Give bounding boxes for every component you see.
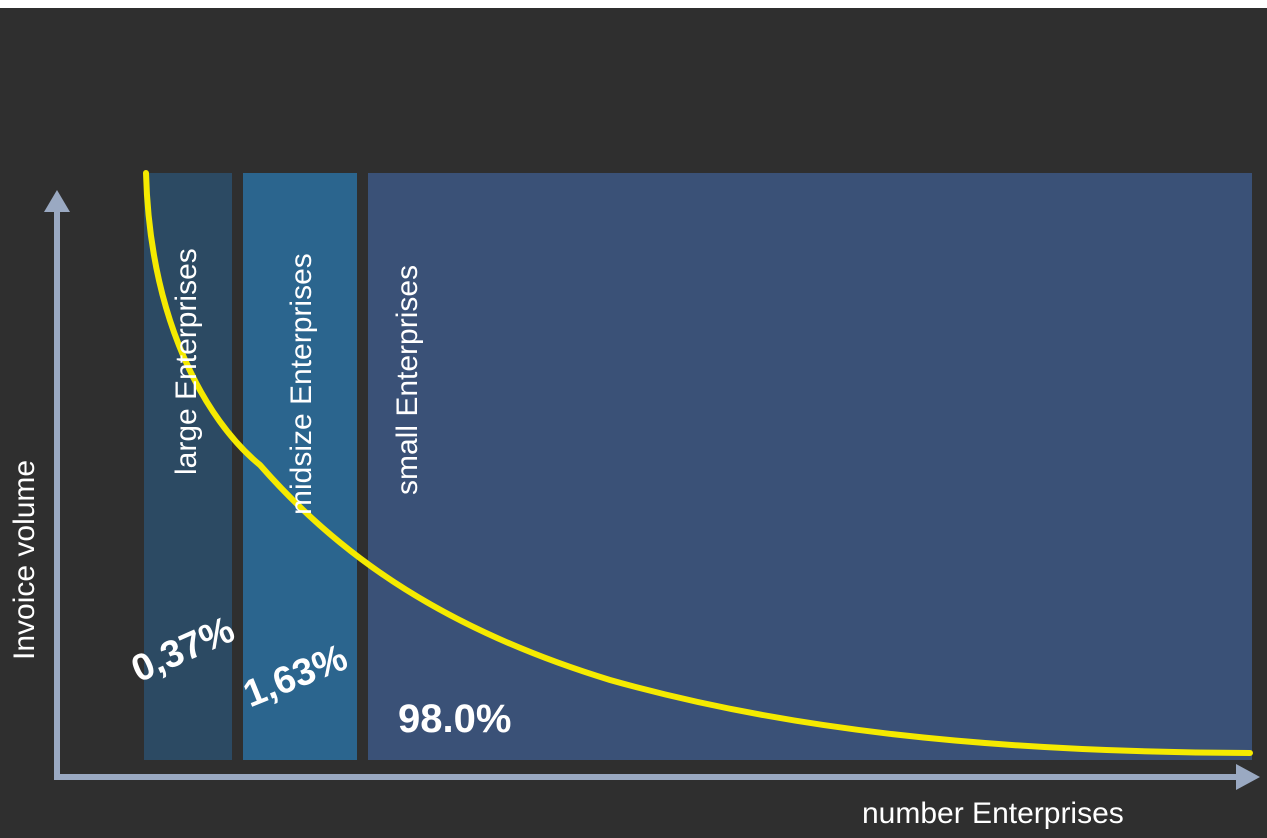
percent-small-enterprises: 98.0% (398, 697, 512, 741)
y-axis-arrow-icon (44, 190, 70, 212)
distribution-curve (143, 170, 1253, 756)
label-midsize-enterprises: midsize Enterprises (285, 253, 318, 515)
x-axis-arrow-icon (1236, 764, 1260, 790)
x-axis-label: number Enterprises (862, 797, 1124, 830)
label-large-enterprises: large Enterprises (170, 248, 203, 475)
y-axis-label: Invoice volume (8, 459, 41, 660)
label-small-enterprises: small Enterprises (391, 264, 424, 495)
band-small-enterprises (368, 173, 1252, 760)
